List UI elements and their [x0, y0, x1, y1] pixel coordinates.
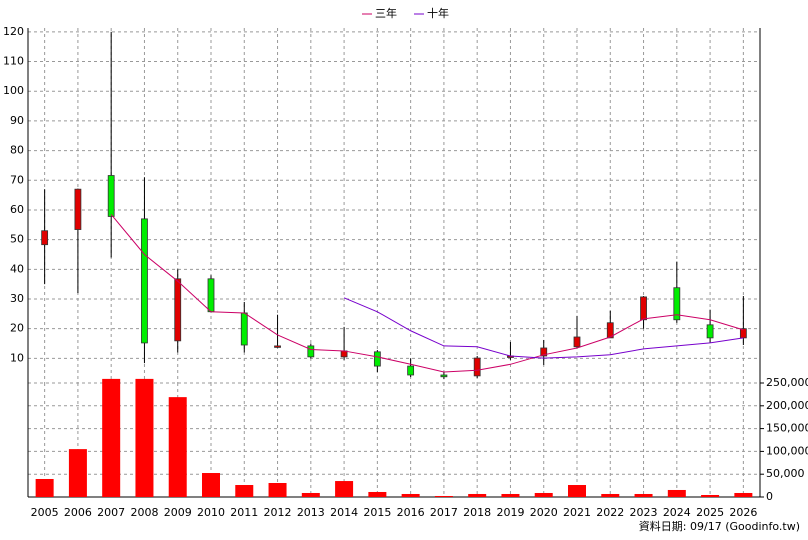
x-tick-label: 2011	[230, 506, 258, 519]
candle-body	[540, 347, 548, 357]
volume-bar	[401, 493, 420, 497]
legend-label: 三年	[375, 6, 397, 20]
footer: 資料日期: 09/17 (Goodinfo.tw)	[639, 519, 800, 533]
volume-bar	[168, 397, 187, 497]
volume-bar	[268, 483, 287, 497]
candle-body	[174, 278, 182, 342]
y-tick-label: 70	[10, 173, 24, 186]
x-tick-label: 2008	[130, 506, 158, 519]
x-tick-label: 2006	[64, 506, 92, 519]
x-tick-label: 2026	[729, 506, 757, 519]
ma-line	[343, 297, 744, 359]
volume-bar	[102, 378, 121, 497]
y2-tick-label: 0	[766, 490, 773, 503]
y2-tick-label: 50,000	[766, 467, 805, 480]
volume-bar	[501, 493, 520, 497]
y-tick-label: 100	[3, 84, 24, 97]
x-tick-label: 2016	[397, 506, 425, 519]
volume-bar	[534, 492, 553, 497]
x-tick-label: 2017	[430, 506, 458, 519]
y2-tick-label: 100,000	[766, 444, 808, 457]
candle-body	[207, 278, 215, 313]
candle-body	[373, 351, 381, 367]
candle-body	[606, 322, 614, 339]
x-tick-label: 2012	[264, 506, 292, 519]
candle-body	[673, 287, 681, 321]
volume-bar	[434, 495, 453, 497]
x-tick-label: 2018	[463, 506, 491, 519]
x-tick-label: 2009	[164, 506, 192, 519]
volume-bar	[135, 378, 154, 497]
volume-bar	[701, 494, 720, 497]
candle-body	[107, 175, 115, 217]
candle-body	[739, 328, 747, 339]
volume-bar	[568, 485, 586, 497]
y-tick-label: 120	[3, 25, 24, 38]
candle-body	[41, 230, 49, 246]
y-tick-label: 30	[10, 292, 24, 305]
candle-body	[573, 336, 581, 348]
volume-bar	[468, 493, 487, 497]
candle-body	[74, 188, 82, 230]
legend-label: 十年	[427, 6, 449, 20]
ma-line	[110, 214, 744, 373]
y2-tick-label: 200,000	[766, 399, 808, 412]
y-tick-label: 110	[3, 55, 24, 68]
x-tick-label: 2014	[330, 506, 358, 519]
volume-bar	[235, 485, 254, 497]
volume-bar	[368, 491, 387, 497]
candle-body	[440, 374, 448, 378]
candle-body	[307, 345, 315, 358]
x-tick-label: 2024	[663, 506, 691, 519]
x-tick-label: 2022	[596, 506, 624, 519]
volume-bar	[35, 478, 54, 497]
volume-bar	[68, 449, 87, 497]
volume-bar	[301, 492, 320, 497]
x-tick-label: 2005	[31, 506, 59, 519]
volume-bar	[634, 493, 653, 497]
volume-bar	[734, 492, 753, 497]
y2-tick-label: 250,000	[766, 376, 808, 389]
x-tick-label: 2013	[297, 506, 325, 519]
candle-body	[640, 296, 647, 321]
volume-bar	[335, 481, 354, 497]
y-tick-label: 50	[10, 233, 24, 246]
x-tick-label: 2025	[696, 506, 724, 519]
y-tick-label: 90	[10, 114, 24, 127]
x-tick-label: 2007	[97, 506, 125, 519]
candle-body	[706, 324, 714, 339]
x-tick-label: 2015	[363, 506, 391, 519]
y-tick-label: 80	[10, 144, 24, 157]
y-tick-label: 20	[10, 322, 24, 335]
x-tick-label: 2010	[197, 506, 225, 519]
candle-body	[407, 365, 415, 376]
candle-body	[240, 312, 248, 346]
x-tick-label: 2021	[563, 506, 591, 519]
volume-bar	[202, 473, 220, 497]
volume-bar	[667, 489, 686, 497]
y2-tick-label: 150,000	[766, 422, 808, 435]
x-tick-label: 2023	[630, 506, 658, 519]
x-tick-label: 2020	[530, 506, 558, 519]
y-tick-label: 10	[10, 351, 24, 364]
volume-bar	[601, 493, 620, 497]
candle-body	[340, 350, 348, 358]
x-tick-label: 2019	[496, 506, 524, 519]
candle-body	[274, 345, 281, 348]
candle-body	[141, 218, 148, 344]
y-tick-label: 60	[10, 203, 24, 216]
candle-body	[473, 357, 481, 377]
y-tick-label: 40	[10, 262, 24, 275]
